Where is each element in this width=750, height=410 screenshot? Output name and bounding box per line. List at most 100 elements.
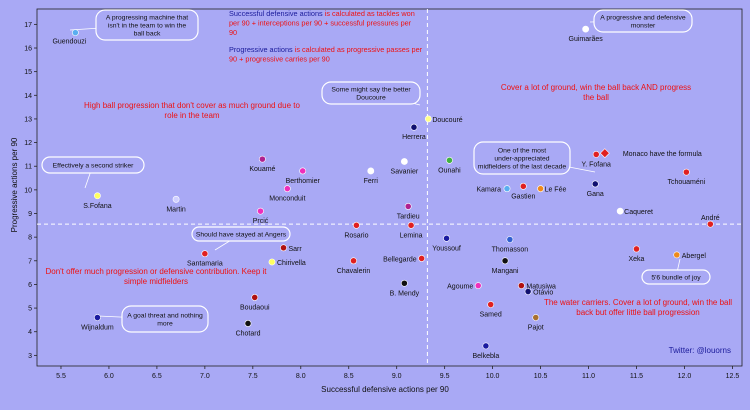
annotation-bubble: A progressing machine that isn't in the t… xyxy=(69,9,199,41)
data-point xyxy=(487,301,495,308)
quadrant-annotation: Cover a lot of ground, win the ball back… xyxy=(501,83,691,102)
x-tick-label: 6.5 xyxy=(152,373,162,380)
y-tick-label: 15 xyxy=(24,69,32,76)
bubble-box xyxy=(321,81,421,105)
data-point xyxy=(244,320,252,327)
point-label: Herrera xyxy=(402,134,426,141)
point-label: Matusiwa xyxy=(526,284,556,291)
point-label: Savanier xyxy=(391,168,419,175)
point-label: Santamaria xyxy=(187,261,223,268)
bubble-box xyxy=(121,305,209,333)
bubble-text: Some might say the better Doucoure xyxy=(331,87,411,102)
data-point xyxy=(201,250,209,258)
x-tick-label: 7.0 xyxy=(200,373,210,380)
bubble-box xyxy=(191,226,291,242)
data-point xyxy=(94,314,101,321)
y-tick-label: 14 xyxy=(24,93,32,100)
y-tick-label: 3 xyxy=(28,353,32,360)
data-point xyxy=(71,29,79,37)
point-label: Berthomier xyxy=(286,178,321,185)
quadrant-annotation: Don't offer much progression or defensiv… xyxy=(45,267,267,286)
data-point xyxy=(682,168,690,176)
y-tick-label: 4 xyxy=(28,329,32,336)
x-tick-label: 5.5 xyxy=(56,373,66,380)
data-point xyxy=(616,207,624,215)
point-label: Guendouzi xyxy=(52,39,86,46)
point-label: Samed xyxy=(480,312,502,319)
data-point xyxy=(591,180,599,188)
data-point xyxy=(367,167,375,175)
bubble-text: One of the most under-appreciated midfield… xyxy=(478,148,567,171)
x-tick-label: 10.0 xyxy=(486,373,500,380)
x-tick-label: 11.5 xyxy=(630,373,643,380)
point-label: Guimarães xyxy=(569,36,604,43)
data-point xyxy=(443,234,450,242)
y-tick-label: 8 xyxy=(28,235,32,242)
point-label: Le Fée xyxy=(545,187,567,194)
definition-text: Successful defensive actions is calculat… xyxy=(229,9,415,37)
point-label: Xeka xyxy=(629,256,645,263)
data-point xyxy=(251,294,259,301)
x-tick-label: 12.0 xyxy=(678,373,692,380)
data-point xyxy=(532,314,540,321)
y-tick-label: 9 xyxy=(28,211,32,218)
bubble-text: A progressive and defensive monster xyxy=(600,15,686,30)
data-point xyxy=(259,155,266,163)
annotation-bubble: Effectively a second striker xyxy=(41,156,145,189)
y-tick-label: 12 xyxy=(24,140,32,147)
bubble-box xyxy=(593,9,693,33)
bubble-box xyxy=(95,9,199,41)
point-label: Agoume xyxy=(447,284,473,291)
bubble-box xyxy=(41,156,145,174)
data-point xyxy=(283,185,291,193)
x-tick-label: 8.5 xyxy=(344,373,354,380)
point-label: Chavalerin xyxy=(337,268,371,275)
annotation-bubble: 5'6 bundle of joy xyxy=(641,258,711,285)
data-point xyxy=(400,279,408,287)
x-tick-label: 9.0 xyxy=(392,373,402,380)
point-label: Ounahi xyxy=(438,167,461,174)
y-tick-label: 16 xyxy=(24,46,32,53)
data-point xyxy=(446,156,453,164)
point-label: Sarr xyxy=(289,246,303,253)
point-label: Lemina xyxy=(400,232,423,239)
data-point xyxy=(418,255,426,262)
data-point xyxy=(94,192,101,200)
x-tick-label: 12.5 xyxy=(726,373,740,380)
data-point xyxy=(506,236,514,243)
point-label: Belkebla xyxy=(472,353,499,360)
y-tick-label: 13 xyxy=(24,116,32,123)
data-point xyxy=(503,185,511,193)
x-tick-label: 7.5 xyxy=(248,373,258,380)
annotation-bubble: A goal threat and nothing more xyxy=(97,305,209,333)
y-tick-label: 6 xyxy=(28,282,32,289)
point-label: Bellegarde xyxy=(383,256,417,263)
credit-text: Twitter: @louorns xyxy=(669,346,731,355)
point-label: Otávio xyxy=(533,290,553,297)
bubble-box xyxy=(473,141,571,175)
definition-text: Progressive actions is calculated as pro… xyxy=(229,45,423,64)
data-point xyxy=(280,244,287,252)
y-tick-label: 17 xyxy=(24,22,32,29)
data-point xyxy=(517,282,525,290)
point-label: Tardieu xyxy=(397,213,420,220)
data-point xyxy=(537,185,544,193)
x-tick-label: 6.0 xyxy=(104,373,114,380)
data-point xyxy=(410,123,418,131)
point-label: Gana xyxy=(587,191,604,198)
point-label: Monaco have the formula xyxy=(623,151,702,158)
point-label: Wijnaldum xyxy=(81,325,114,332)
data-point xyxy=(407,221,415,229)
x-axis-label: Successful defensive actions per 90 xyxy=(321,385,449,394)
x-tick-label: 9.5 xyxy=(440,373,450,380)
x-tick-label: 8.0 xyxy=(296,373,306,380)
annotation-bubble: One of the most under-appreciated midfield… xyxy=(473,141,596,175)
point-label: Kouamé xyxy=(249,166,275,173)
data-point xyxy=(706,220,714,228)
annotation-bubble: Should have stayed at Angers xyxy=(191,226,291,251)
x-tick-label: 11.0 xyxy=(582,373,595,380)
data-point xyxy=(673,251,681,259)
bubble-box xyxy=(641,269,711,285)
